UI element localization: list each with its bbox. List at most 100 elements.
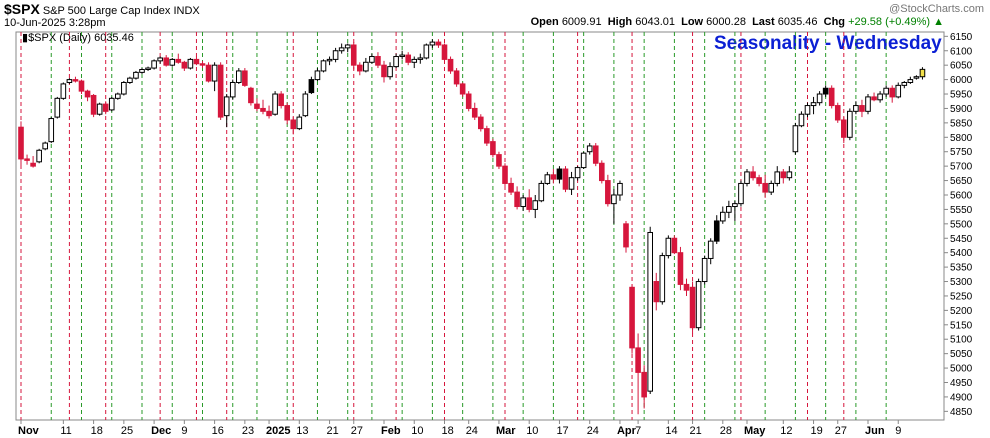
candle-body [266,110,272,117]
x-tick-label: Dec [151,425,171,437]
candle-body [48,118,55,143]
candle [223,94,230,128]
candle [689,281,696,334]
x-tick-label: 27 [835,425,847,437]
candle-body [127,77,133,83]
candle-body [157,57,163,62]
candle [707,238,714,265]
chg-label: Chg [823,16,846,28]
candle-body [90,94,97,115]
y-tick-label: 5200 [950,306,973,317]
x-tick-label: 7 [635,425,641,437]
candle [18,121,24,167]
candle-body [375,56,381,66]
y-tick-label: 5700 [950,162,973,173]
candle-body [532,200,539,210]
y-tick-label: 5250 [950,291,973,302]
candle-body [236,70,242,83]
candle-body [556,168,563,180]
candle [411,56,418,69]
candle [284,102,290,125]
candle [762,174,768,198]
candle-body [677,252,684,285]
y-tick-label: 5350 [950,263,973,274]
candle-body [580,152,587,169]
candle-body [865,96,871,112]
y-tick-label: 4850 [950,407,973,418]
y-tick-label: 6000 [950,75,973,86]
candle [338,43,345,54]
candle [145,66,151,71]
candle-body [272,93,278,115]
open-value: 6009.91 [561,16,602,28]
candle [229,79,236,100]
candle [744,169,750,187]
candle-body [217,64,224,118]
candle-body [278,93,284,107]
x-tick-label: Apr [617,425,637,437]
y-tick-label: 5550 [950,205,973,216]
candle [102,101,109,115]
candle [901,81,908,89]
x-tick-label: 28 [720,425,732,437]
candle-body [689,286,696,329]
candle [859,99,865,118]
candle [738,180,744,207]
y-tick-label: 6050 [950,61,973,72]
candle-body [459,83,466,95]
candle-body [671,237,678,254]
candle-body [181,61,188,69]
candle [260,99,266,115]
candle-body [302,93,309,117]
candle-body [738,182,744,205]
candle [405,52,411,66]
candle [677,246,684,291]
candle-body [205,64,212,82]
candle [175,53,182,64]
candle [592,143,599,167]
candle [599,160,605,184]
candle-body [550,174,557,180]
candle-body [193,58,200,65]
candle [447,56,454,74]
series-legend: ▮$SPX (Daily) 6035.46 [22,31,134,44]
candle-body [611,194,617,205]
candle [84,89,91,102]
candle [66,78,73,84]
candle [115,92,121,100]
candle-body [284,105,290,121]
candle [720,206,726,224]
high-label: High [607,16,633,28]
candle [568,171,575,195]
candle [96,102,103,116]
candle-body [254,103,260,109]
candle-body [447,58,454,72]
candle [357,62,363,76]
candle [133,70,139,80]
candle [108,96,115,112]
timestamp: 10-Jun-2025 3:28pm [4,17,106,29]
candle [423,43,430,60]
candle [780,169,787,184]
candle [36,148,42,164]
candle [841,117,847,144]
candle-body [169,58,176,66]
x-tick-label: 14 [665,425,677,437]
x-tick-label: 2025 [266,425,290,437]
candle-body [605,180,611,205]
candle-body [562,168,569,190]
candle [871,92,877,102]
candle-body [653,281,660,303]
candle [611,189,617,224]
y-tick-label: 5400 [950,248,973,259]
y-tick-label: 5500 [950,219,973,230]
candle-body [544,174,551,184]
candle-body [478,116,484,130]
candle [242,68,248,87]
chart-header: $SPX S&P 500 Large Cap Index INDX 10-Jun-… [0,0,990,36]
candle-body [847,110,853,138]
candle-body [871,96,877,101]
x-tick-label: 12 [780,425,792,437]
x-tick-label: 18 [442,425,454,437]
candle [756,174,762,187]
